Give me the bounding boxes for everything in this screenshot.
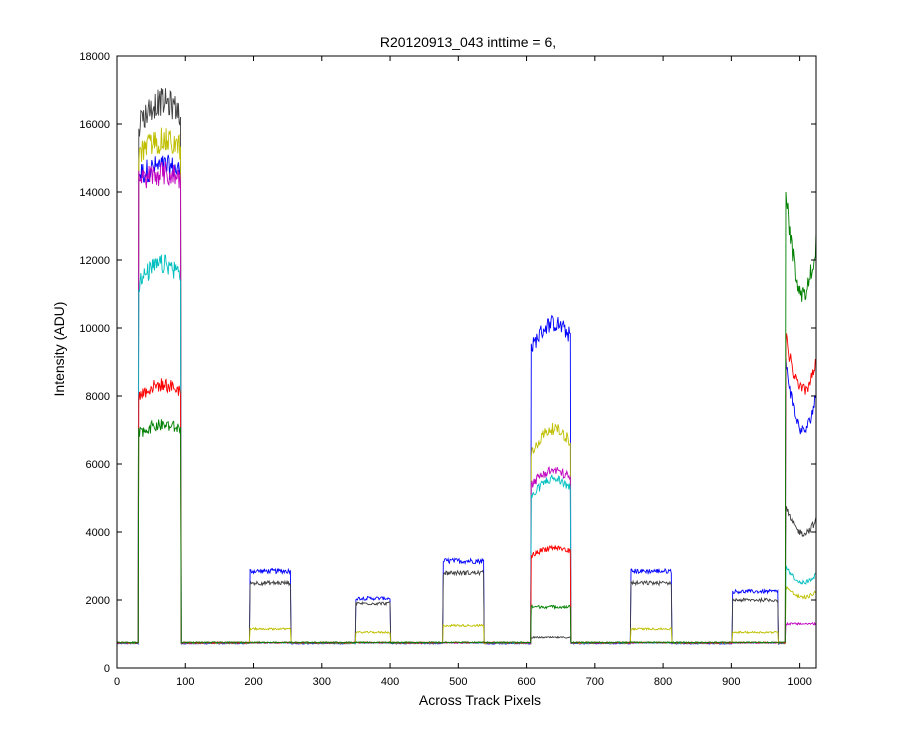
x-tick-label: 900: [722, 676, 740, 688]
x-tick-label: 700: [586, 676, 604, 688]
plot-frame: [116, 55, 817, 669]
y-axis-ticks: 0 2000 4000 6000 8000 10000 12000 14000 16000 180…: [79, 51, 816, 675]
x-tick-label: 600: [517, 676, 535, 688]
series-line: [116, 191, 817, 644]
x-tick-label: 400: [381, 676, 399, 688]
y-tick-label: 0: [104, 663, 110, 675]
y-tick-label: 18000: [79, 51, 110, 63]
x-axis-ticks: 0 100 200 300 400 500 600 700 800 900 1000: [114, 56, 812, 688]
y-tick-label: 14000: [79, 187, 110, 199]
x-tick-label: 0: [114, 676, 120, 688]
x-tick-label: 800: [654, 676, 672, 688]
y-tick-label: 4000: [86, 527, 110, 539]
chart-title: R20120913_043 inttime = 6,: [380, 34, 556, 50]
x-tick-label: 200: [244, 676, 262, 688]
x-tick-label: 300: [313, 676, 331, 688]
y-tick-label: 12000: [79, 255, 110, 267]
series-layer: [116, 88, 817, 646]
x-tick-label: 1000: [787, 676, 811, 688]
x-tick-label: 500: [449, 676, 467, 688]
y-tick-label: 16000: [79, 119, 110, 131]
y-axis-label: Intensity (ADU): [51, 302, 67, 397]
x-tick-label: 100: [176, 676, 194, 688]
plot-area: [117, 56, 816, 668]
y-tick-label: 10000: [79, 323, 110, 335]
x-axis-label: Across Track Pixels: [419, 692, 541, 708]
y-tick-label: 8000: [86, 391, 110, 403]
y-tick-label: 2000: [86, 595, 110, 607]
y-tick-label: 6000: [86, 459, 110, 471]
